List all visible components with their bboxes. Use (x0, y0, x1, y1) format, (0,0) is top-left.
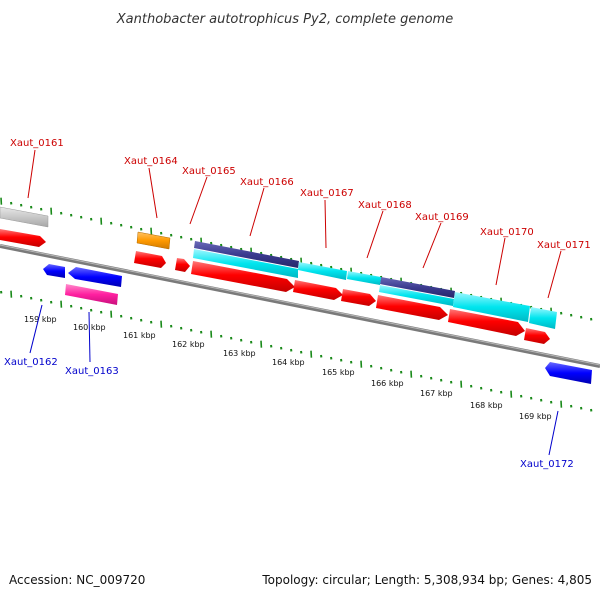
cds-arrow[interactable] (376, 295, 448, 320)
gene-xaut-0163-feature[interactable] (68, 267, 122, 287)
cds-arrow[interactable] (134, 251, 166, 268)
cds-arrow[interactable] (0, 229, 46, 247)
minus-strand-features (43, 264, 592, 384)
gene-label-xaut-0161[interactable]: Xaut_0161 (10, 138, 64, 149)
tick-label-162: 162 kbp (172, 340, 205, 349)
tick-label-163: 163 kbp (223, 349, 256, 358)
cyan-feature[interactable] (347, 271, 381, 285)
cds-arrow[interactable] (175, 258, 190, 272)
dark-blue-feature[interactable] (194, 241, 299, 268)
tick-label-165: 165 kbp (322, 368, 355, 377)
genome-stats-text: Topology: circular; Length: 5,308,934 bp… (262, 573, 592, 587)
leader-line (422, 222, 442, 269)
tick-label-159: 159 kbp (24, 315, 57, 324)
leader-line (324, 199, 327, 249)
dark-blue-feature[interactable] (380, 277, 455, 298)
gene-label-xaut-0171[interactable]: Xaut_0171 (537, 240, 591, 251)
tick-label-166: 166 kbp (371, 379, 404, 388)
map-title: Xanthobacter autotrophicus Py2, complete… (116, 12, 453, 27)
gene-xaut-0164-feature[interactable] (136, 231, 171, 250)
cyan-feature[interactable] (379, 285, 454, 306)
gene-label-xaut-0169[interactable]: Xaut_0169 (415, 212, 469, 223)
plus-strand-features (0, 206, 557, 344)
leader-line (29, 304, 43, 354)
tick-label-167: 167 kbp (420, 389, 453, 398)
leader-line (88, 311, 91, 363)
leader-line (27, 149, 36, 199)
gene-labels: Xaut_0161 Xaut_0164 Xaut_0165 Xaut_0166 … (4, 138, 591, 470)
gene-label-xaut-0162[interactable]: Xaut_0162 (4, 357, 58, 368)
cds-arrow[interactable] (293, 280, 343, 300)
genome-backbone (0, 244, 600, 368)
cyan-feature[interactable] (529, 307, 557, 329)
cds-arrow[interactable] (341, 289, 376, 306)
leader-line (189, 176, 208, 225)
gene-label-xaut-0164[interactable]: Xaut_0164 (124, 156, 178, 167)
gene-leaders (27, 149, 562, 456)
tick-label-164: 164 kbp (272, 358, 305, 367)
cyan-feature[interactable] (298, 262, 347, 280)
gene-xaut-0172-feature[interactable] (545, 362, 592, 384)
gene-label-xaut-0166[interactable]: Xaut_0166 (240, 177, 294, 188)
leader-line (548, 410, 559, 456)
leader-line (547, 250, 562, 299)
leader-line (249, 187, 265, 237)
leader-line (495, 237, 506, 286)
accession-text: Accession: NC_009720 (9, 573, 146, 587)
gene-label-xaut-0163[interactable]: Xaut_0163 (65, 366, 119, 377)
lower-tick-ruler (0, 290, 593, 412)
genome-backbone-highlight (0, 244, 600, 366)
gene-xaut-0161-feature[interactable] (0, 206, 49, 228)
gene-label-xaut-0172[interactable]: Xaut_0172 (520, 459, 574, 470)
cds-arrow[interactable] (191, 261, 295, 292)
gene-label-xaut-0165[interactable]: Xaut_0165 (182, 166, 236, 177)
cyan-feature[interactable] (453, 292, 530, 322)
tick-label-168: 168 kbp (470, 401, 503, 410)
leader-line (148, 167, 158, 219)
cds-arrow[interactable] (448, 309, 525, 336)
gene-label-xaut-0170[interactable]: Xaut_0170 (480, 227, 534, 238)
magenta-feature[interactable] (65, 284, 118, 305)
cyan-feature[interactable] (193, 249, 298, 278)
tick-label-161: 161 kbp (123, 331, 156, 340)
cds-arrow[interactable] (524, 328, 550, 344)
gene-xaut-0162-feature[interactable] (43, 264, 65, 278)
leader-line (366, 210, 384, 259)
gene-label-xaut-0167[interactable]: Xaut_0167 (300, 188, 354, 199)
gene-label-xaut-0168[interactable]: Xaut_0168 (358, 200, 412, 211)
tick-label-169: 169 kbp (519, 412, 552, 421)
